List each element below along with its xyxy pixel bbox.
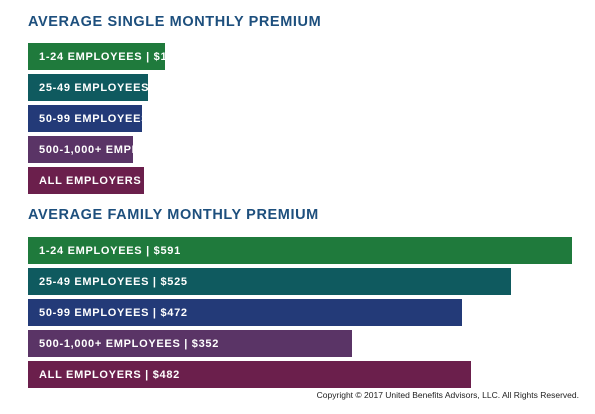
copyright-text: Copyright © 2017 United Benefits Advisor… bbox=[316, 390, 579, 400]
bar-1-24-employees: 1-24 EMPLOYEES | $591 bbox=[28, 237, 572, 264]
bar-all-employers: ALL EMPLOYERS | $482 bbox=[28, 361, 471, 388]
bar-all-employers: ALL EMPLOYERS | $126 bbox=[28, 167, 144, 194]
bar-500-1-000-employees: 500-1,000+ EMPLOYEES | $352 bbox=[28, 330, 352, 357]
bar-25-49-employees: 25-49 EMPLOYEES | $130 bbox=[28, 74, 148, 101]
bar-500-1-000-employees: 500-1,000+ EMPLOYEES | $114 bbox=[28, 136, 133, 163]
bar-25-49-employees: 25-49 EMPLOYEES | $525 bbox=[28, 268, 511, 295]
bar-1-24-employees: 1-24 EMPLOYEES | $149 bbox=[28, 43, 165, 70]
bar-50-99-employees: 50-99 EMPLOYEES | $472 bbox=[28, 299, 462, 326]
bar-50-99-employees: 50-99 EMPLOYEES | $124 bbox=[28, 105, 142, 132]
single-premium-title: AVERAGE SINGLE MONTHLY PREMIUM bbox=[28, 14, 322, 30]
family-premium-title: AVERAGE FAMILY MONTHLY PREMIUM bbox=[28, 207, 319, 223]
